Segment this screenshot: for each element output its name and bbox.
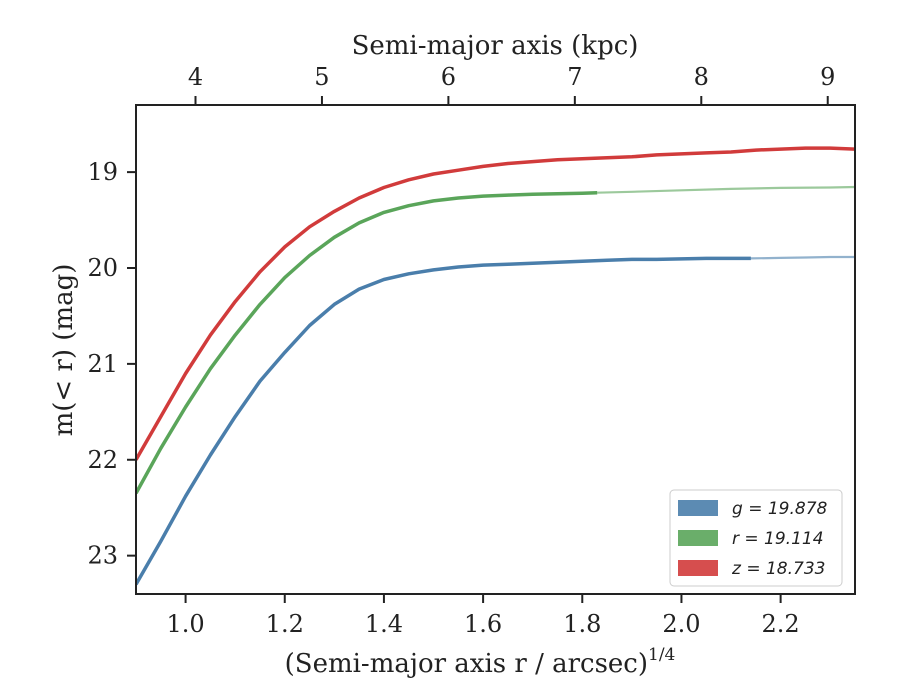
top-axis-title: Semi-major axis (kpc) bbox=[352, 31, 639, 61]
series-r-line bbox=[136, 190, 598, 495]
y-tick-label: 22 bbox=[87, 446, 118, 474]
plot-frame bbox=[135, 104, 856, 595]
legend-label-z: z = 18.733 bbox=[731, 559, 825, 579]
legend: g = 19.878 r = 19.114 z = 18.733 bbox=[669, 489, 843, 587]
x-tick-label: 2.2 bbox=[762, 610, 800, 638]
top-tick-label: 8 bbox=[694, 63, 709, 91]
y-tick-label: 20 bbox=[87, 254, 118, 282]
y-tick-label: 23 bbox=[87, 542, 118, 570]
series-r-extension-line bbox=[597, 185, 855, 194]
y-axis-title: m(< r) (mag) bbox=[49, 264, 79, 437]
plot-area bbox=[136, 146, 855, 586]
x-axis-title: (Semi-major axis r / arcsec)1/4 bbox=[285, 645, 676, 679]
top-tick-label: 9 bbox=[820, 63, 835, 91]
top-tick-label: 4 bbox=[188, 63, 203, 91]
x-tick-label: 2.0 bbox=[662, 610, 700, 638]
x-tick-label: 1.4 bbox=[365, 610, 403, 638]
top-tick-label: 6 bbox=[441, 63, 456, 91]
x-tick-label: 1.0 bbox=[167, 610, 205, 638]
x-tick-label: 1.8 bbox=[563, 610, 601, 638]
legend-swatch-r bbox=[678, 530, 718, 546]
series-g-line bbox=[136, 256, 751, 586]
legend-label-r: r = 19.114 bbox=[732, 529, 824, 549]
top-tick-label: 5 bbox=[314, 63, 329, 91]
y-tick-label: 21 bbox=[87, 350, 118, 378]
legend-swatch-z bbox=[678, 560, 718, 576]
axes-ticks: 1.0 1.2 1.4 1.6 1.8 2.0 2.2 19 20 21 22 23 4 5 6 7 8 9 bbox=[87, 63, 835, 638]
x-tick-label: 1.2 bbox=[266, 610, 304, 638]
legend-swatch-g bbox=[678, 500, 718, 516]
x-tick-label: 1.6 bbox=[464, 610, 502, 638]
series-group bbox=[136, 146, 855, 586]
legend-label-g: g = 19.878 bbox=[732, 499, 828, 519]
top-tick-label: 7 bbox=[567, 63, 582, 91]
y-tick-label: 19 bbox=[87, 158, 118, 186]
series-z-line bbox=[136, 146, 855, 461]
series-g-extension-line bbox=[750, 255, 855, 260]
